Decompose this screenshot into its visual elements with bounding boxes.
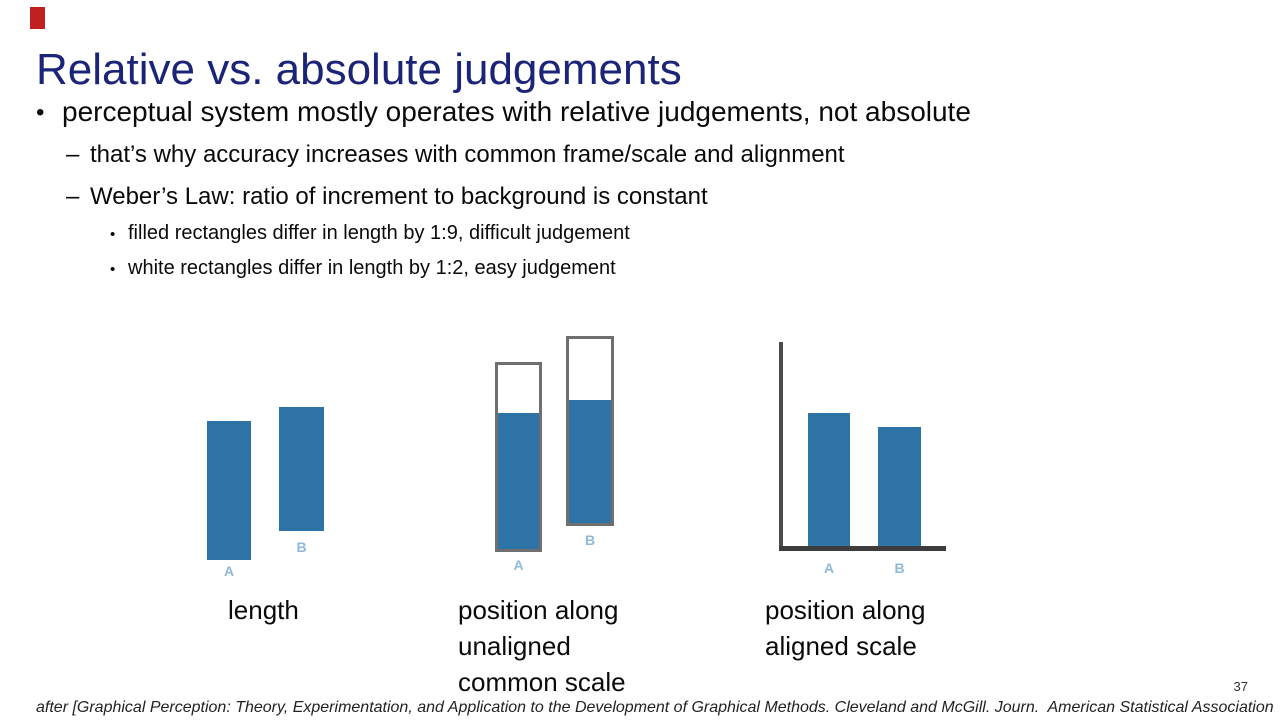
slide-title: Relative vs. absolute judgements [36, 45, 682, 95]
x-axis-line [779, 546, 946, 551]
unaligned-bar-a-label: A [513, 557, 524, 573]
bullet-level2-text: Weber’s Law: ratio of increment to backg… [90, 183, 708, 210]
bullet-level3-white: • white rectangles differ in length by 1… [110, 257, 616, 283]
bullet-level1: • perceptual system mostly operates with… [36, 96, 971, 130]
caption-line: common scale [458, 667, 626, 697]
bullet-level2-webers-law: – Weber’s Law: ratio of increment to bac… [66, 183, 708, 211]
dash-icon: – [66, 141, 80, 168]
bullet-icon: • [36, 99, 45, 126]
aligned-bar-a [808, 413, 850, 546]
caption-unaligned: position along unaligned common scale [458, 592, 626, 700]
caption-length: length [228, 595, 299, 625]
caption-line: position along [765, 595, 926, 625]
length-bar-b-label: B [296, 539, 307, 555]
bullet-level2-frame-scale: – that’s why accuracy increases with com… [66, 141, 845, 169]
caption-line: position along [458, 595, 619, 625]
bullet-level3-text: filled rectangles differ in length by 1:… [128, 222, 630, 244]
unaligned-frame-b [566, 336, 614, 526]
caption-aligned: position along aligned scale [765, 592, 925, 664]
bullet-icon: • [110, 261, 116, 278]
aligned-bar-b-label: B [894, 560, 905, 576]
length-bar-b [279, 407, 324, 531]
caption-line: unaligned [458, 631, 571, 661]
y-axis-line [779, 342, 783, 551]
unaligned-fill-a [498, 413, 539, 549]
bullet-icon: • [110, 226, 116, 243]
dash-icon: – [66, 183, 80, 210]
caption-line: aligned scale [765, 631, 917, 661]
bullet-level3-filled: • filled rectangles differ in length by … [110, 222, 630, 248]
unaligned-bar-b-label: B [584, 532, 596, 548]
unaligned-frame-a [495, 362, 542, 552]
red-accent-mark [30, 7, 45, 29]
bullet-level1-text: perceptual system mostly operates with r… [62, 96, 971, 127]
aligned-bar-a-label: A [823, 560, 835, 576]
citation-footer: after [Graphical Perception: Theory, Exp… [36, 699, 1274, 716]
bullet-level3-text: white rectangles differ in length by 1:2… [128, 257, 616, 279]
length-bar-a-label: A [223, 563, 235, 579]
page-number: 37 [1233, 679, 1248, 694]
bullet-level2-text: that’s why accuracy increases with commo… [90, 141, 845, 168]
aligned-bar-b [878, 427, 921, 546]
length-bar-a [207, 421, 251, 560]
unaligned-fill-b [569, 400, 611, 523]
